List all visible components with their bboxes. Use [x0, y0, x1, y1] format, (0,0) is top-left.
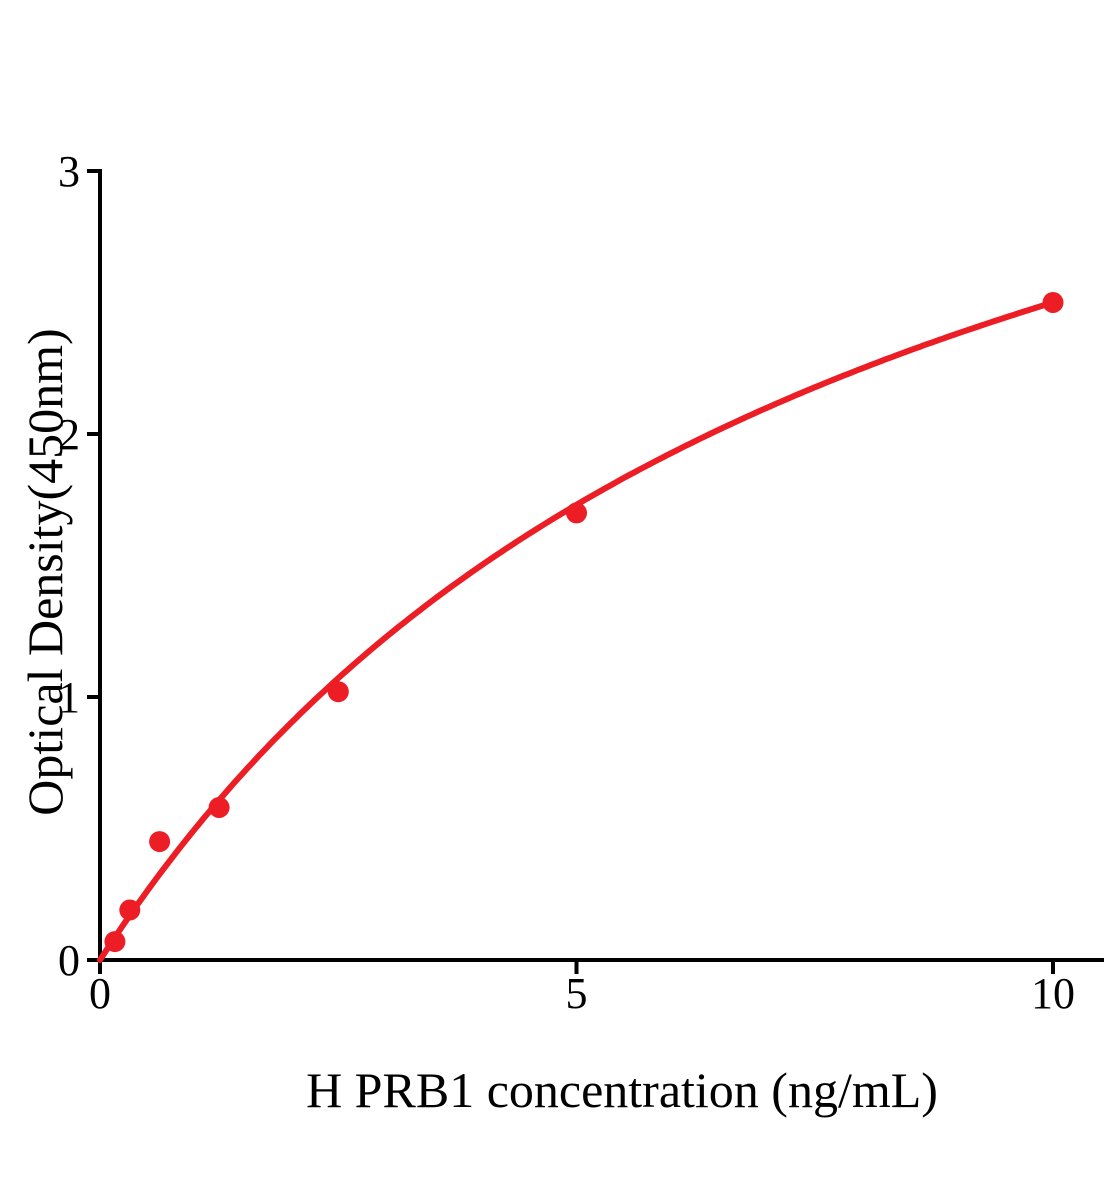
- data-point: [1042, 292, 1064, 313]
- y-axis-tick-label: 1: [58, 673, 80, 722]
- data-point: [104, 931, 126, 953]
- y-axis-tick-label: 0: [58, 936, 80, 985]
- y-axis-title: Optical Density(450nm): [17, 328, 73, 816]
- data-point: [566, 502, 587, 524]
- x-axis-title: H PRB1 concentration (ng/mL): [306, 1062, 938, 1118]
- x-axis-tick-label: 0: [89, 969, 111, 1018]
- fit-curve: [97, 299, 1056, 963]
- x-axis-tick-label: 5: [566, 969, 588, 1018]
- data-point: [119, 899, 141, 921]
- y-axis-tick-label: 2: [58, 410, 80, 459]
- data-point: [149, 831, 171, 853]
- data-point: [208, 797, 230, 818]
- data-point: [327, 681, 349, 703]
- y-axis-tick-label: 3: [58, 147, 80, 196]
- x-axis-tick-label: 10: [1031, 969, 1075, 1018]
